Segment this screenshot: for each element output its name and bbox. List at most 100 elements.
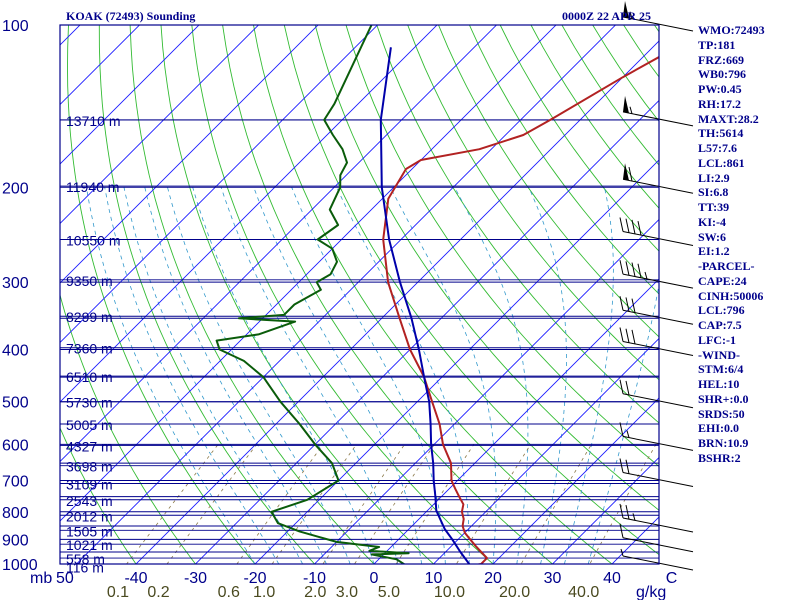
wind-barb-feather xyxy=(625,328,630,343)
index-item: WB0:796 xyxy=(698,67,746,82)
mixing-ratio-line xyxy=(520,444,592,564)
wind-barb-shaft xyxy=(622,393,694,409)
dry-adiabat-line xyxy=(283,25,659,556)
mixing-ratio-label: 10.0 xyxy=(434,584,465,600)
height-label: 2012 m xyxy=(66,508,113,524)
dry-adiabat-line xyxy=(222,25,554,564)
wind-barb-pennant xyxy=(623,163,629,181)
wind-barb-feather xyxy=(619,260,624,275)
temperature-trace xyxy=(382,55,659,564)
index-item: CAP:7.5 xyxy=(698,318,742,332)
wind-barb-feather xyxy=(625,380,630,396)
wind-barb-feather xyxy=(619,379,624,394)
index-item: TT:39 xyxy=(698,200,730,214)
temperature-tick-label: 50 xyxy=(56,570,74,587)
mixing-ratio-label: 2.0 xyxy=(304,584,326,600)
pressure-tick-label: 100 xyxy=(2,18,29,35)
wind-barb-feather xyxy=(637,263,642,278)
pressure-tick-label: 700 xyxy=(2,474,29,491)
index-item: LI:2.9 xyxy=(698,170,730,185)
isotherm-line xyxy=(60,25,498,463)
height-label: 10550 m xyxy=(66,232,120,248)
pressure-tick-label: 400 xyxy=(2,343,29,360)
wind-barb-feather xyxy=(631,329,636,345)
pressure-tick-label: 600 xyxy=(2,437,29,454)
temperature-tick-label: C xyxy=(666,570,678,587)
index-item: TP:181 xyxy=(698,37,736,52)
index-item: SI:6.8 xyxy=(698,185,729,200)
height-label: 558 m xyxy=(66,551,105,567)
wind-barb-feather xyxy=(625,218,630,233)
dewpoint-trace xyxy=(215,25,410,564)
temperature-tick-label: 20 xyxy=(484,570,502,587)
temperature-tick-label: -30 xyxy=(184,570,207,587)
wind-barb-feather xyxy=(625,261,630,276)
wind-barb-pennant xyxy=(623,1,629,19)
index-item: KI:-4 xyxy=(698,214,726,229)
index-item: TH:5614 xyxy=(698,126,744,141)
mixing-ratio-label: 40.0 xyxy=(568,584,599,600)
wind-barb-feather xyxy=(625,459,630,474)
dry-adiabat-line xyxy=(468,25,659,295)
wind-barb-feather xyxy=(619,296,624,311)
isotherm-line xyxy=(313,218,659,564)
wind-barb-feather xyxy=(631,262,636,277)
pressure-tick-label: 200 xyxy=(2,180,29,197)
isotherm-line xyxy=(60,25,557,522)
dry-adiabat-line xyxy=(499,25,659,252)
height-label: 11940 m xyxy=(66,179,119,195)
index-item: CAPE:24 xyxy=(698,273,747,288)
wind-barb-shaft xyxy=(622,472,694,487)
index-item: WMO:72493 xyxy=(698,23,765,37)
isotherm-line xyxy=(75,25,617,564)
dry-adiabat-line xyxy=(376,25,659,424)
mixing-ratio-unit: g/kg xyxy=(636,584,666,600)
temperature-tick-label: 30 xyxy=(544,570,562,587)
wind-barb-feather xyxy=(625,297,630,312)
wind-barb-feather xyxy=(619,422,624,437)
isotherm-line xyxy=(194,99,659,564)
index-item: BSHR:2 xyxy=(698,450,741,465)
height-label: 3109 m xyxy=(66,476,113,492)
wind-barb-half-feather xyxy=(629,11,633,19)
isotherm-line xyxy=(60,25,200,165)
wind-barb-shaft xyxy=(622,111,694,127)
index-item: CINH:50006 xyxy=(698,288,764,303)
wind-barb-feather xyxy=(625,505,630,520)
mixing-ratio-line xyxy=(455,444,531,564)
index-item: EI:1.2 xyxy=(698,244,730,259)
index-item: -PARCEL- xyxy=(698,259,755,273)
wind-barb-pennant xyxy=(623,95,629,114)
index-item: EHI:0.0 xyxy=(698,421,740,436)
index-item: L57:7.6 xyxy=(698,141,737,155)
isotherm-line xyxy=(432,337,659,564)
dry-adiabat-line xyxy=(438,25,659,338)
index-item: HEL:10 xyxy=(698,377,740,391)
pressure-tick-label: 900 xyxy=(2,532,29,549)
height-label: 6510 m xyxy=(66,369,113,385)
height-label: 3698 m xyxy=(66,459,113,475)
index-item: LCL:861 xyxy=(698,155,745,170)
temperature-tick-label: 10 xyxy=(425,570,443,587)
temperature-tick-label: 40 xyxy=(603,570,621,587)
index-item: BRN:10.9 xyxy=(698,436,749,450)
isotherm-line xyxy=(492,397,659,564)
wind-barb-shaft xyxy=(622,555,694,571)
wind-barb-feather xyxy=(619,503,624,519)
parcel-trace xyxy=(379,47,471,564)
temperature-tick-label: -40 xyxy=(124,570,147,587)
height-label: 1021 m xyxy=(66,537,113,553)
height-label: 9350 m xyxy=(66,273,113,289)
index-item: SRDS:50 xyxy=(698,406,745,421)
wind-barb-feather xyxy=(619,523,624,538)
index-item: MAXT:28.2 xyxy=(698,111,759,126)
dry-adiabat-line xyxy=(60,293,197,564)
wind-barb-feather xyxy=(619,217,624,232)
mixing-ratio-label: 5.0 xyxy=(378,584,400,600)
mixing-ratio-line xyxy=(589,444,657,564)
wind-barb-feather xyxy=(619,458,624,473)
height-label: 7360 m xyxy=(66,341,113,357)
chart-datetime: 0000Z 22 APR 25 xyxy=(562,9,652,23)
height-label: 5005 m xyxy=(66,417,113,433)
temperature-tick-label: -10 xyxy=(303,570,326,587)
